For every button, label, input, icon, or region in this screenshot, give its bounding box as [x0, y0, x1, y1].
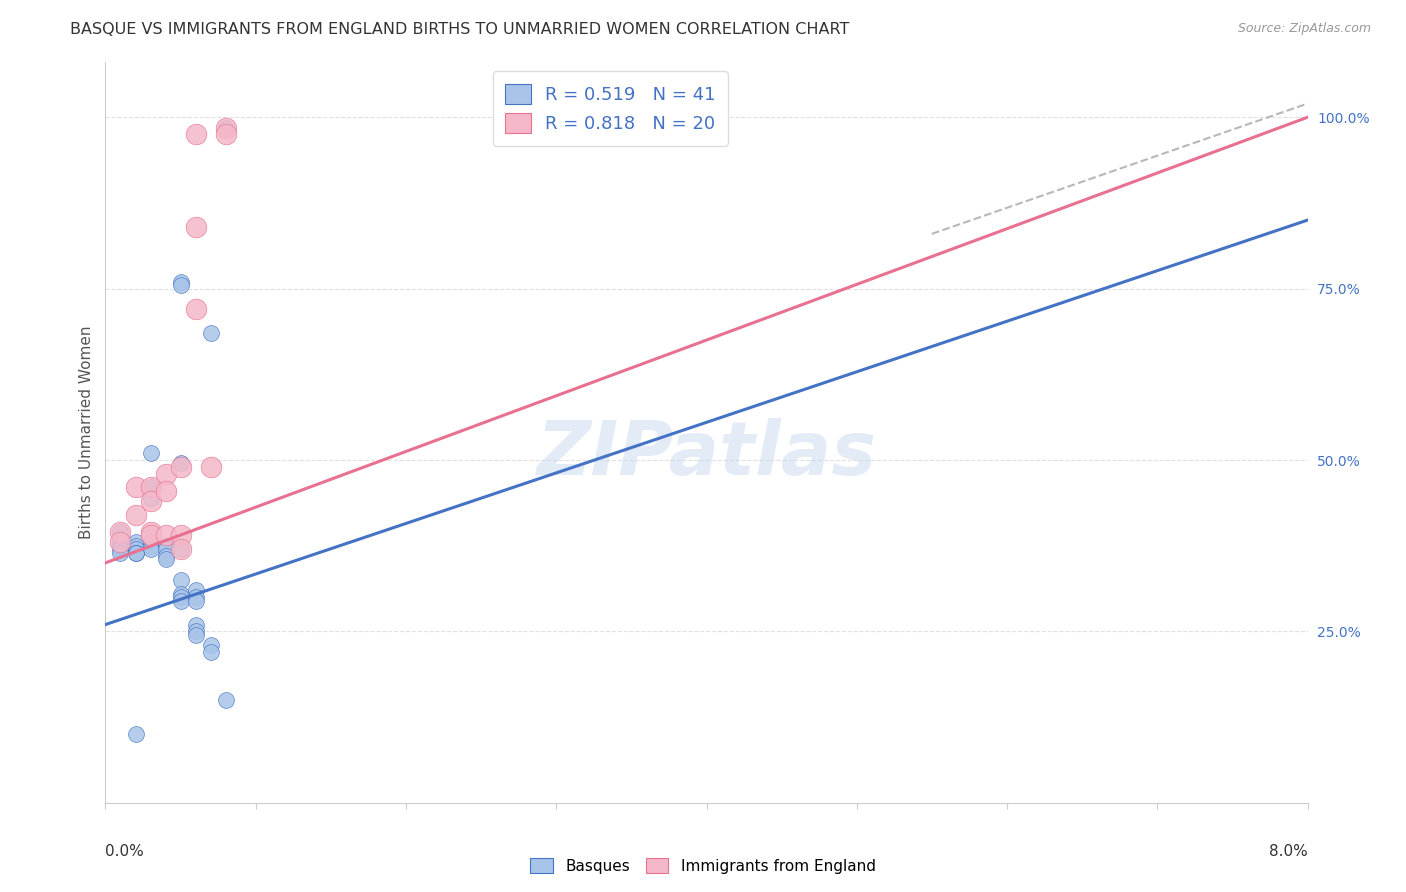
Point: [169, 528, 191, 542]
Point: [110, 524, 132, 539]
Text: Source: ZipAtlas.com: Source: ZipAtlas.com: [1237, 22, 1371, 36]
Legend: Basques, Immigrants from England: Basques, Immigrants from England: [524, 852, 882, 880]
Text: ZIPatlas: ZIPatlas: [537, 418, 876, 491]
Point: [184, 128, 207, 142]
Point: [184, 302, 207, 317]
Legend: R = 0.519   N = 41, R = 0.818   N = 20: R = 0.519 N = 41, R = 0.818 N = 20: [492, 71, 728, 145]
Point: [139, 539, 162, 553]
Point: [184, 590, 207, 604]
Point: [139, 528, 162, 542]
Point: [155, 549, 177, 563]
Point: [169, 542, 191, 557]
Point: [139, 494, 162, 508]
Point: [184, 617, 207, 632]
Y-axis label: Births to Unmarried Women: Births to Unmarried Women: [79, 326, 94, 540]
Point: [214, 693, 236, 707]
Point: [169, 457, 191, 471]
Point: [139, 480, 162, 494]
Point: [169, 573, 191, 587]
Point: [139, 491, 162, 505]
Text: 8.0%: 8.0%: [1268, 844, 1308, 858]
Point: [124, 545, 146, 559]
Point: [124, 545, 146, 559]
Point: [169, 459, 191, 474]
Point: [139, 480, 162, 494]
Point: [169, 542, 191, 557]
Point: [139, 446, 162, 460]
Point: [110, 539, 132, 553]
Point: [110, 524, 132, 539]
Point: [124, 535, 146, 549]
Point: [110, 535, 132, 549]
Point: [200, 459, 222, 474]
Point: [124, 542, 146, 557]
Point: [169, 587, 191, 601]
Point: [155, 552, 177, 566]
Text: BASQUE VS IMMIGRANTS FROM ENGLAND BIRTHS TO UNMARRIED WOMEN CORRELATION CHART: BASQUE VS IMMIGRANTS FROM ENGLAND BIRTHS…: [70, 22, 849, 37]
Point: [139, 542, 162, 557]
Point: [124, 727, 146, 741]
Point: [155, 483, 177, 498]
Point: [184, 583, 207, 598]
Point: [155, 528, 177, 542]
Point: [139, 524, 162, 539]
Point: [155, 467, 177, 481]
Point: [169, 590, 191, 604]
Point: [124, 545, 146, 559]
Point: [184, 219, 207, 234]
Point: [124, 508, 146, 522]
Point: [214, 120, 236, 135]
Point: [200, 645, 222, 659]
Text: 0.0%: 0.0%: [105, 844, 145, 858]
Point: [184, 628, 207, 642]
Point: [169, 275, 191, 289]
Point: [184, 624, 207, 639]
Point: [110, 542, 132, 557]
Point: [139, 535, 162, 549]
Point: [110, 535, 132, 549]
Point: [214, 120, 236, 135]
Point: [155, 542, 177, 557]
Point: [169, 593, 191, 607]
Point: [155, 539, 177, 553]
Point: [200, 638, 222, 652]
Point: [124, 480, 146, 494]
Point: [169, 278, 191, 293]
Point: [200, 326, 222, 341]
Point: [184, 593, 207, 607]
Point: [124, 539, 146, 553]
Point: [214, 128, 236, 142]
Point: [110, 545, 132, 559]
